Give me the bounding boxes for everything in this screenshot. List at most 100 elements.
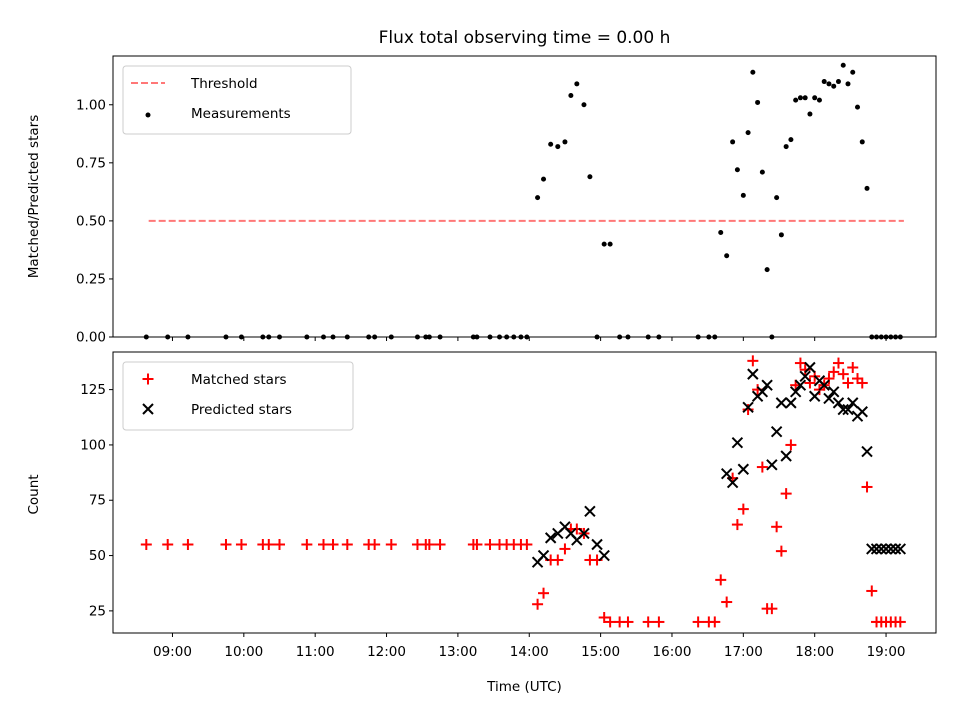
legend-predicted-swatch: [142, 403, 154, 415]
measurement-point: [759, 169, 765, 175]
measurement-point: [816, 97, 822, 103]
x-tick-label: 18:00: [795, 644, 834, 660]
predicted-point: [880, 543, 892, 555]
matched-point: [715, 574, 727, 586]
predicted-point: [544, 532, 557, 544]
predicted-point: [861, 445, 873, 458]
predicted-point: [818, 379, 830, 391]
x-tick-label: 16:00: [653, 644, 692, 660]
matched-point: [747, 355, 759, 367]
measurement-point: [802, 95, 808, 101]
measurement-point: [797, 95, 803, 101]
measurement-point: [548, 141, 554, 147]
series-predicted-stars: [531, 361, 907, 568]
matched-point: [162, 538, 174, 550]
measurement-point: [755, 99, 761, 105]
measurement-point: [840, 62, 846, 68]
legend: Matched stars Predicted stars: [122, 361, 354, 431]
x-tick-label: 17:00: [724, 644, 763, 660]
measurement-point: [555, 144, 561, 150]
matched-point: [327, 538, 339, 550]
plot-frame: [112, 351, 937, 634]
measurement-point: [812, 95, 818, 101]
measurement-point: [718, 229, 724, 235]
y-tick-label: 0.00: [76, 330, 106, 346]
matched-point: [341, 538, 353, 550]
predicted-point: [889, 543, 902, 555]
plot-frame: [112, 55, 937, 338]
x-tick-label: 15:00: [581, 644, 620, 660]
matched-point: [837, 368, 849, 380]
matched-point: [766, 603, 778, 615]
matched-point: [622, 616, 634, 628]
matched-point: [828, 366, 840, 378]
matched-point: [538, 587, 550, 599]
predicted-point: [591, 538, 603, 551]
matched-point: [653, 616, 665, 628]
predicted-point: [785, 397, 797, 409]
predicted-point: [780, 450, 792, 462]
predicted-point: [832, 397, 845, 409]
measurement-point: [745, 130, 751, 136]
predicted-point: [726, 476, 739, 489]
predicted-point: [537, 549, 550, 562]
y-tick-label: 0.50: [76, 213, 106, 229]
measurement-point: [793, 97, 799, 103]
figure-title: Flux total observing time = 0.00 h: [379, 28, 671, 48]
matched-point: [856, 377, 868, 389]
matched-point: [742, 404, 754, 416]
measurement-point: [821, 79, 827, 85]
predicted-point: [875, 543, 887, 555]
measurement-point: [607, 241, 613, 247]
measurement-point: [601, 241, 607, 247]
measurement-point: [541, 176, 547, 182]
predicted-point: [775, 397, 788, 409]
predicted-point: [770, 425, 783, 438]
predicted-point: [847, 397, 859, 409]
panel-top: 0.00 0.25 0.50 0.75 1.00 Threshold Measurement…: [76, 55, 937, 346]
predicted-point: [598, 549, 610, 562]
y-tick-label: 0.75: [76, 155, 106, 171]
measurement-point: [724, 253, 730, 259]
matched-point: [318, 538, 330, 550]
bottom-y-axis-label: Count: [26, 474, 42, 514]
x-tick-label: 11:00: [296, 644, 335, 660]
predicted-point: [761, 379, 773, 391]
matched-point: [731, 519, 743, 531]
measurement-point: [740, 192, 746, 198]
predicted-point: [578, 527, 590, 540]
matched-point: [369, 538, 381, 550]
measurement-point: [587, 174, 593, 180]
predicted-point: [870, 543, 883, 555]
matched-point: [780, 488, 792, 500]
predicted-point: [766, 459, 778, 471]
matched-point: [423, 538, 435, 550]
matched-point: [737, 503, 749, 515]
predicted-point: [828, 386, 840, 398]
predicted-point: [866, 543, 878, 555]
measurement-point: [835, 79, 841, 85]
predicted-point: [742, 401, 754, 414]
measurement-point: [734, 167, 740, 173]
measurement-point: [750, 69, 756, 75]
matched-point: [721, 596, 733, 608]
predicted-point: [804, 361, 816, 374]
x-tick-label: 19:00: [867, 644, 906, 660]
legend-label: Predicted stars: [191, 402, 292, 418]
measurement-point: [826, 81, 832, 87]
matched-point: [842, 377, 854, 389]
matched-point: [140, 538, 152, 550]
predicted-point: [731, 437, 744, 449]
legend-label: Measurements: [191, 106, 291, 122]
measurement-point: [730, 139, 736, 145]
measurement-point: [831, 83, 837, 89]
predicted-point: [837, 403, 849, 416]
top-y-axis-label: Matched/Predicted stars: [26, 115, 42, 278]
legend: Threshold Measurements: [122, 65, 352, 135]
series-matched-stars: [140, 355, 906, 628]
matched-point: [598, 612, 610, 624]
matched-point: [484, 538, 496, 550]
predicted-point: [584, 505, 596, 518]
matched-point: [866, 585, 878, 597]
